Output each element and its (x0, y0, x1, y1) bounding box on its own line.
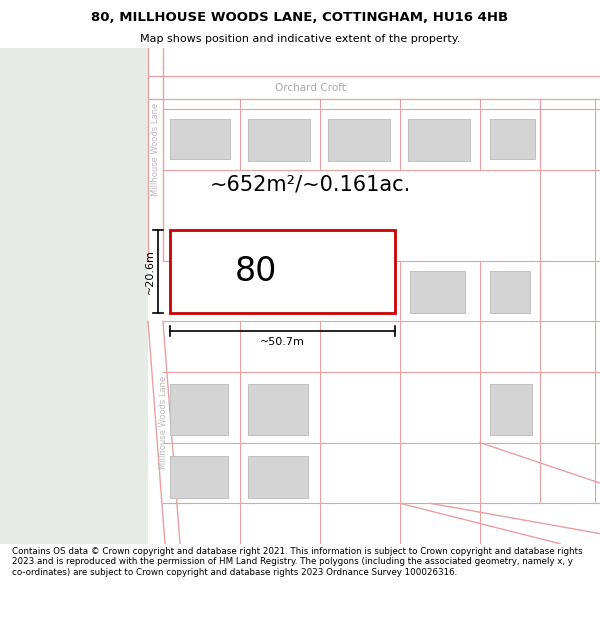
Bar (170, 384, 228, 434)
Text: Contains OS data © Crown copyright and database right 2021. This information is : Contains OS data © Crown copyright and d… (12, 547, 583, 577)
Bar (410, 271, 465, 313)
Text: Orchard Croft: Orchard Croft (275, 82, 346, 92)
Bar (248, 456, 308, 498)
Text: Millhouse Woods Lane: Millhouse Woods Lane (158, 376, 167, 469)
Bar (490, 119, 535, 159)
Bar (148, 76, 600, 99)
Text: ~20.6m: ~20.6m (145, 249, 155, 294)
Polygon shape (148, 48, 163, 261)
Bar (0, 48, 148, 544)
Bar (490, 384, 532, 434)
Bar (170, 456, 228, 498)
Polygon shape (148, 321, 180, 544)
Text: ~652m²/~0.161ac.: ~652m²/~0.161ac. (209, 175, 410, 195)
Bar (248, 384, 308, 434)
Bar (170, 230, 395, 313)
Text: ~50.7m: ~50.7m (260, 338, 305, 348)
Text: 80: 80 (235, 255, 277, 288)
Bar (490, 271, 530, 313)
Text: Millhouse Woods Lane: Millhouse Woods Lane (151, 102, 160, 196)
Bar (170, 119, 230, 159)
Bar (408, 119, 470, 161)
Bar (248, 119, 310, 161)
Text: 80, MILLHOUSE WOODS LANE, COTTINGHAM, HU16 4HB: 80, MILLHOUSE WOODS LANE, COTTINGHAM, HU… (91, 11, 509, 24)
Text: Map shows position and indicative extent of the property.: Map shows position and indicative extent… (140, 34, 460, 44)
Bar (328, 119, 390, 161)
